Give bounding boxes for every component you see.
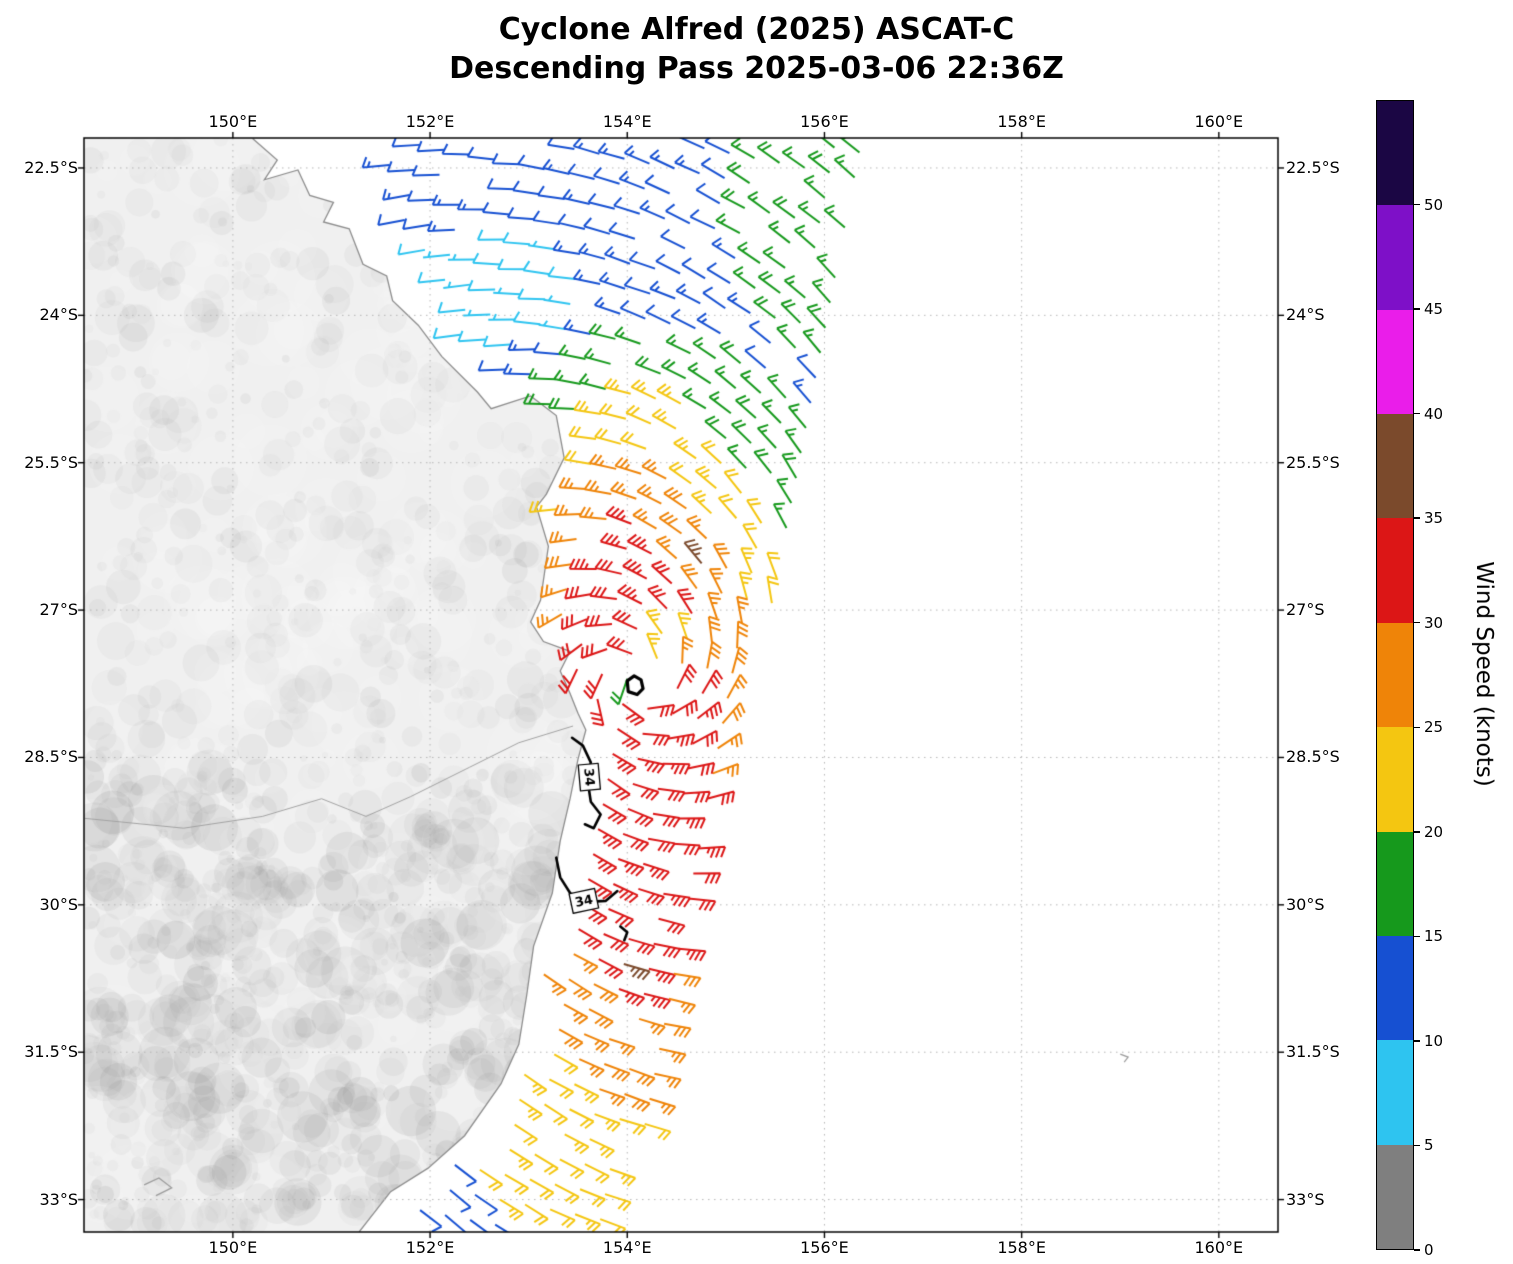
y-tick-label-left: 33°S	[39, 1189, 78, 1209]
colorbar-tick-label: 45	[1424, 300, 1444, 319]
colorbar-tick-label: 40	[1424, 404, 1444, 423]
colorbar-tick-label: 15	[1424, 927, 1444, 946]
y-tick-label-left: 30°S	[39, 894, 78, 914]
colorbar-segment	[1377, 935, 1413, 1041]
y-tick-label-left: 22.5°S	[24, 157, 78, 177]
colorbar-tick-mark	[1414, 621, 1420, 624]
y-tick-label-right: 31.5°S	[1286, 1042, 1340, 1062]
y-tick-label-right: 28.5°S	[1286, 747, 1340, 767]
x-tick-label-top: 154°E	[602, 112, 652, 131]
colorbar-tick-label: 20	[1424, 822, 1444, 841]
y-tick-label-right: 22.5°S	[1286, 157, 1340, 177]
x-tick-label-top: 150°E	[208, 112, 258, 131]
colorbar-tick-mark	[1414, 412, 1420, 415]
colorbar-tick-mark	[1414, 935, 1420, 938]
colorbar-tick-mark	[1414, 1249, 1420, 1251]
colorbar	[1376, 100, 1414, 1250]
x-tick-label-top: 160°E	[1194, 112, 1244, 131]
colorbar-segment	[1377, 518, 1413, 623]
colorbar-segment	[1377, 101, 1413, 206]
y-tick-label-left: 27°S	[39, 600, 78, 620]
colorbar-tick-mark	[1414, 203, 1420, 206]
y-tick-label-left: 31.5°S	[24, 1042, 78, 1062]
x-tick-label-top: 152°E	[405, 112, 455, 131]
colorbar-tick-mark	[1414, 726, 1420, 729]
x-tick-label-bottom: 156°E	[800, 1238, 849, 1257]
colorbar-tick-mark	[1414, 831, 1420, 833]
y-tick-label-left: 28.5°S	[24, 747, 78, 767]
y-tick-label-left: 24°S	[39, 305, 78, 325]
colorbar-tick-mark	[1414, 517, 1420, 519]
colorbar-tick-label: 50	[1424, 195, 1444, 214]
x-tick-label-bottom: 150°E	[208, 1238, 258, 1257]
y-tick-label-right: 30°S	[1286, 894, 1325, 914]
x-tick-label-bottom: 152°E	[405, 1238, 455, 1257]
x-tick-label-top: 158°E	[997, 112, 1046, 131]
colorbar-segment	[1377, 727, 1413, 832]
y-tick-label-right: 24°S	[1286, 305, 1325, 325]
colorbar-tick-label: 25	[1424, 718, 1444, 737]
colorbar-tick-mark	[1414, 308, 1420, 310]
x-tick-label-bottom: 154°E	[602, 1238, 652, 1257]
colorbar-segment	[1377, 1144, 1413, 1249]
colorbar-segment	[1377, 414, 1413, 519]
colorbar-axis-label: Wind Speed (knots)	[1471, 561, 1497, 787]
y-tick-label-right: 25.5°S	[1286, 452, 1340, 472]
x-tick-label-bottom: 158°E	[997, 1238, 1046, 1257]
colorbar-segment	[1377, 309, 1413, 415]
colorbar-tick-label: 10	[1424, 1031, 1444, 1050]
y-tick-label-right: 33°S	[1286, 1189, 1325, 1209]
y-tick-label-right: 27°S	[1286, 600, 1325, 620]
x-tick-label-bottom: 160°E	[1194, 1238, 1244, 1257]
x-tick-label-top: 156°E	[800, 112, 849, 131]
colorbar-tick-label: 0	[1424, 1241, 1434, 1259]
y-tick-label-left: 25.5°S	[24, 452, 78, 472]
colorbar-tick-mark	[1414, 1144, 1420, 1147]
colorbar-segment	[1377, 622, 1413, 728]
colorbar-tick-mark	[1414, 1040, 1420, 1042]
colorbar-tick-label: 35	[1424, 509, 1444, 528]
colorbar-segment	[1377, 205, 1413, 310]
colorbar-tick-label: 30	[1424, 613, 1444, 632]
colorbar-segment	[1377, 1040, 1413, 1145]
colorbar-segment	[1377, 831, 1413, 936]
colorbar-tick-label: 5	[1424, 1136, 1434, 1155]
